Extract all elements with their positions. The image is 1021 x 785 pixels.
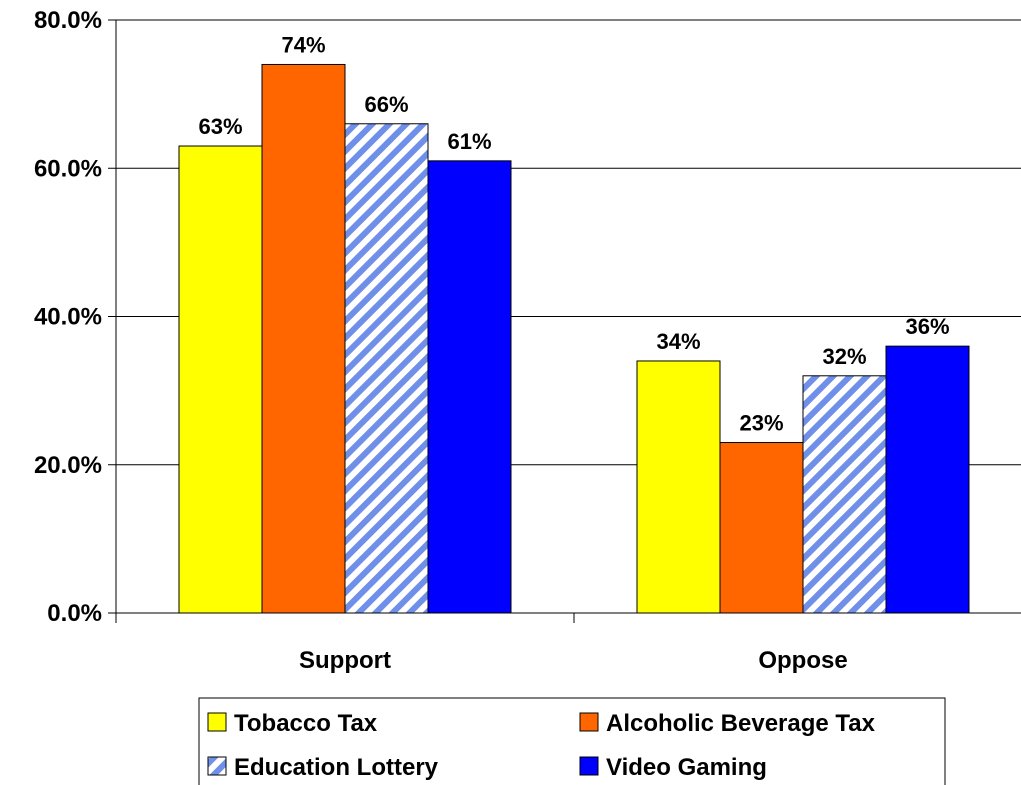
legend: Tobacco Tax Alcoholic Beverage Tax Educati…	[198, 697, 946, 785]
legend-swatch	[207, 712, 227, 732]
y-tick-label: 60.0%	[34, 155, 102, 182]
legend-swatch	[207, 756, 227, 776]
bar-education-lottery-oppose	[802, 375, 887, 614]
y-tick-label: 20.0%	[34, 452, 102, 479]
data-label: 36%	[905, 314, 949, 339]
y-tick-label: 0.0%	[47, 600, 102, 627]
axes	[108, 19, 1021, 623]
category-label: Oppose	[758, 647, 847, 674]
bar-tobacco-tax-support	[178, 145, 263, 614]
legend-label: Education Lottery	[234, 754, 439, 781]
data-label: 66%	[364, 92, 408, 117]
bar-education-lottery-support	[344, 123, 429, 614]
data-label: 61%	[447, 129, 491, 154]
data-label: 63%	[198, 114, 242, 139]
data-label: 32%	[822, 344, 866, 369]
legend-swatch	[579, 712, 599, 732]
y-tick-label: 40.0%	[34, 304, 102, 331]
data-label: 34%	[656, 329, 700, 354]
bars	[178, 63, 970, 614]
legend-box	[198, 697, 946, 785]
labels: 0.0% 20.0% 40.0% 60.0% 80.0% 63% 74% 66% 61% Supp…	[34, 7, 950, 674]
legend-label: Alcoholic Beverage Tax	[606, 710, 876, 737]
bar-video-gaming-support	[427, 160, 512, 614]
y-tick-label: 80.0%	[34, 7, 102, 34]
bar-alcoholic-beverage-tax-oppose	[719, 442, 804, 614]
legend-swatch	[579, 756, 599, 776]
bar-alcoholic-beverage-tax-support	[261, 63, 346, 614]
legend-label: Video Gaming	[606, 754, 767, 781]
bar-tobacco-tax-oppose	[636, 360, 721, 614]
data-label: 74%	[281, 32, 325, 57]
legend-label: Tobacco Tax	[234, 710, 378, 737]
category-label: Support	[299, 647, 391, 674]
data-label: 23%	[739, 411, 783, 436]
bar-video-gaming-oppose	[885, 345, 970, 614]
